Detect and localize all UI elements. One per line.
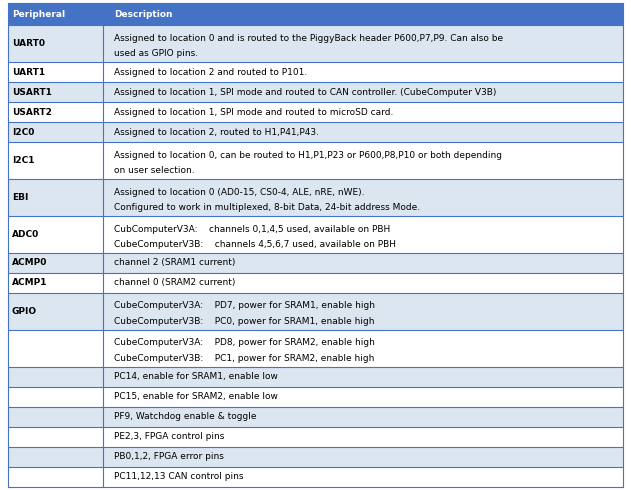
Text: channel 2 (SRAM1 current): channel 2 (SRAM1 current) bbox=[114, 258, 235, 268]
Bar bbox=[8, 427, 623, 447]
Bar bbox=[8, 387, 623, 407]
Text: PF9, Watchdog enable & toggle: PF9, Watchdog enable & toggle bbox=[114, 412, 256, 421]
Text: GPIO: GPIO bbox=[12, 307, 37, 316]
Text: Assigned to location 1, SPI mode and routed to CAN controller. (CubeComputer V3B: Assigned to location 1, SPI mode and rou… bbox=[114, 88, 496, 97]
Text: PC15, enable for SRAM2, enable low: PC15, enable for SRAM2, enable low bbox=[114, 392, 278, 401]
Bar bbox=[8, 253, 623, 273]
Text: PC11,12,13 CAN control pins: PC11,12,13 CAN control pins bbox=[114, 472, 243, 482]
Text: PE2,3, FPGA control pins: PE2,3, FPGA control pins bbox=[114, 432, 224, 441]
Text: Assigned to location 2, routed to H1,P41,P43.: Assigned to location 2, routed to H1,P41… bbox=[114, 128, 319, 137]
Bar bbox=[8, 293, 623, 330]
Text: I2C0: I2C0 bbox=[12, 128, 34, 137]
Bar bbox=[8, 179, 623, 216]
Bar bbox=[8, 122, 623, 143]
Text: ACMP1: ACMP1 bbox=[12, 278, 47, 288]
Text: channel 0 (SRAM2 current): channel 0 (SRAM2 current) bbox=[114, 278, 235, 288]
Bar bbox=[8, 330, 623, 367]
Text: CubeComputerV3A:    PD7, power for SRAM1, enable high: CubeComputerV3A: PD7, power for SRAM1, e… bbox=[114, 301, 375, 311]
Text: CubeComputerV3A:    PD8, power for SRAM2, enable high: CubeComputerV3A: PD8, power for SRAM2, e… bbox=[114, 338, 375, 347]
Text: Description: Description bbox=[114, 10, 172, 19]
Text: ADC0: ADC0 bbox=[12, 230, 39, 239]
Text: Configured to work in multiplexed, 8-bit Data, 24-bit address Mode.: Configured to work in multiplexed, 8-bit… bbox=[114, 203, 420, 212]
Bar bbox=[8, 82, 623, 102]
Text: Assigned to location 1, SPI mode and routed to microSD card.: Assigned to location 1, SPI mode and rou… bbox=[114, 108, 393, 117]
Bar bbox=[8, 273, 623, 293]
Text: PB0,1,2, FPGA error pins: PB0,1,2, FPGA error pins bbox=[114, 452, 223, 462]
Text: USART2: USART2 bbox=[12, 108, 52, 117]
Text: Assigned to location 0 (AD0-15, CS0-4, ALE, nRE, nWE).: Assigned to location 0 (AD0-15, CS0-4, A… bbox=[114, 188, 364, 197]
Bar bbox=[8, 467, 623, 487]
Text: Assigned to location 0 and is routed to the PiggyBack header P600,P7,P9. Can als: Assigned to location 0 and is routed to … bbox=[114, 34, 503, 43]
Bar bbox=[8, 143, 623, 179]
Bar bbox=[8, 447, 623, 467]
Bar bbox=[8, 102, 623, 122]
Bar bbox=[8, 367, 623, 387]
Text: PC14, enable for SRAM1, enable low: PC14, enable for SRAM1, enable low bbox=[114, 372, 278, 381]
Text: USART1: USART1 bbox=[12, 88, 52, 97]
Bar bbox=[8, 62, 623, 82]
Text: Peripheral: Peripheral bbox=[12, 10, 65, 19]
Text: UART1: UART1 bbox=[12, 68, 45, 76]
Text: EBI: EBI bbox=[12, 193, 28, 202]
Text: on user selection.: on user selection. bbox=[114, 166, 194, 175]
Bar bbox=[8, 25, 623, 62]
Text: Assigned to location 2 and routed to P101.: Assigned to location 2 and routed to P10… bbox=[114, 68, 307, 76]
Bar bbox=[8, 216, 623, 253]
Text: I2C1: I2C1 bbox=[12, 156, 34, 165]
Text: CubComputerV3A:    channels 0,1,4,5 used, available on PBH: CubComputerV3A: channels 0,1,4,5 used, a… bbox=[114, 224, 390, 234]
Text: UART0: UART0 bbox=[12, 39, 45, 48]
Text: CubeComputerV3B:    PC0, power for SRAM1, enable high: CubeComputerV3B: PC0, power for SRAM1, e… bbox=[114, 317, 374, 326]
Text: used as GPIO pins.: used as GPIO pins. bbox=[114, 49, 198, 58]
Text: Assigned to location 0, can be routed to H1,P1,P23 or P600,P8,P10 or both depend: Assigned to location 0, can be routed to… bbox=[114, 151, 502, 160]
Bar bbox=[8, 3, 623, 25]
Bar bbox=[8, 407, 623, 427]
Text: CubeComputerV3B:    channels 4,5,6,7 used, available on PBH: CubeComputerV3B: channels 4,5,6,7 used, … bbox=[114, 240, 396, 249]
Text: ACMP0: ACMP0 bbox=[12, 258, 47, 268]
Text: CubeComputerV3B:    PC1, power for SRAM2, enable high: CubeComputerV3B: PC1, power for SRAM2, e… bbox=[114, 354, 374, 363]
